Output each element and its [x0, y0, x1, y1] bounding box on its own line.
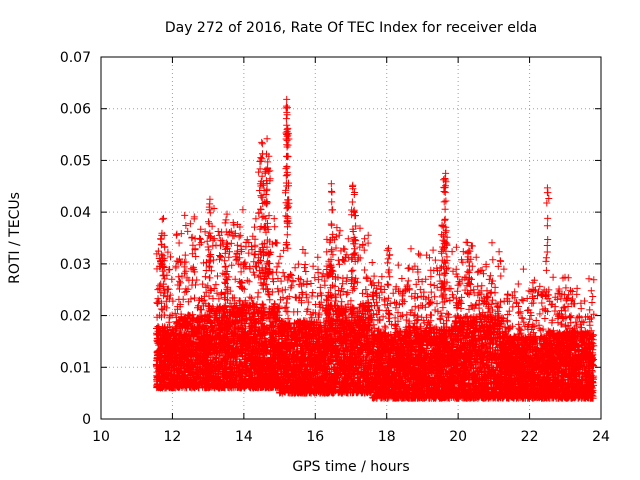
roti-outlier-point [442, 169, 450, 177]
roti-outlier-point [465, 247, 473, 255]
roti-scatter-cloud [152, 102, 598, 402]
roti-outlier-point [263, 135, 271, 143]
x-tick-label: 16 [306, 429, 324, 445]
roti-outlier-point [349, 181, 357, 189]
x-tick-label: 20 [449, 429, 467, 445]
roti-outlier-point [327, 180, 335, 188]
roti-outlier-point [351, 188, 359, 196]
roti-outlier-point [441, 175, 449, 183]
roti-outlier-point [440, 183, 448, 191]
y-tick-label: 0 [82, 412, 91, 428]
roti-outlier-point [283, 95, 291, 103]
roti-outlier-point [206, 195, 214, 203]
y-tick-label: 0.04 [60, 205, 91, 221]
roti-outlier-point [260, 180, 267, 188]
roti-outlier-point [158, 231, 166, 239]
roti-outlier-point [222, 216, 230, 224]
roti-outlier-point [283, 104, 291, 112]
roti-outlier-point [256, 157, 264, 165]
y-tick-label: 0.03 [60, 257, 91, 273]
roti-outlier-point [258, 138, 266, 146]
roti-outlier-point [543, 184, 551, 192]
roti-outlier-point [265, 152, 273, 160]
x-tick-label: 24 [592, 429, 610, 445]
x-tick-label: 18 [378, 429, 396, 445]
y-tick-label: 0.07 [60, 50, 91, 66]
roti-outlier-point [160, 214, 167, 222]
y-tick-label: 0.05 [60, 153, 91, 169]
axis-ticks: 10 12 14 16 18 20 22 24 0 0.01 0.02 0.03 0.04 0.05 0.0… [60, 50, 610, 445]
y-tick-label: 0.01 [60, 360, 91, 376]
roti-outlier-point [385, 244, 392, 252]
plot-frame [100, 56, 602, 420]
x-tick-label: 14 [235, 429, 253, 445]
y-tick-label: 0.02 [60, 309, 91, 325]
y-tick-label: 0.06 [60, 102, 91, 118]
x-tick-label: 22 [521, 429, 539, 445]
roti-outlier-point [284, 124, 292, 132]
x-tick-label: 12 [164, 429, 182, 445]
scatter-points [152, 95, 598, 402]
roti-outlier-point [261, 168, 269, 176]
roti-outlier-point [283, 121, 291, 129]
roti-outlier-point [236, 231, 244, 239]
roti-outlier-point [438, 221, 446, 229]
x-tick-label: 10 [92, 429, 110, 445]
x-axis-label: GPS time / hours [292, 459, 409, 475]
chart-title: Day 272 of 2016, Rate Of TEC Index for r… [165, 20, 537, 36]
y-axis-label: ROTI / TECUs [7, 192, 23, 284]
